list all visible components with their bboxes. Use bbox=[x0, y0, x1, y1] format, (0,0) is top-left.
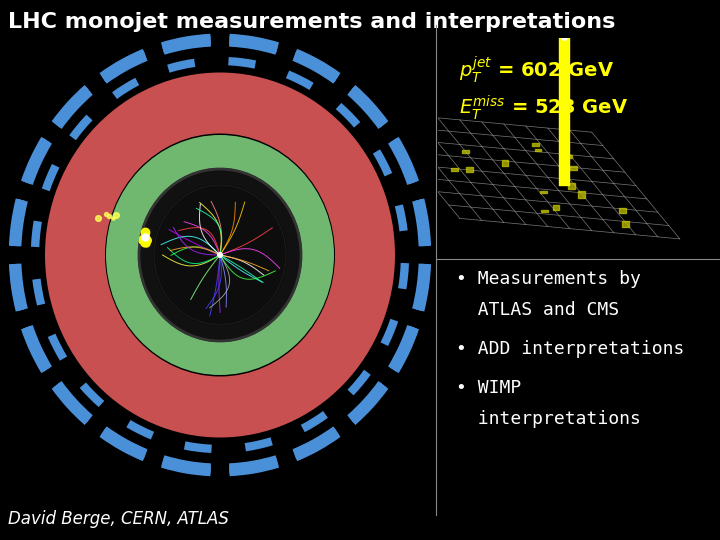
Point bbox=[103, 212, 114, 221]
Text: David Berge, CERN, ATLAS: David Berge, CERN, ATLAS bbox=[8, 510, 229, 528]
Ellipse shape bbox=[217, 252, 223, 258]
Text: $p_T^{jet}$ = 602 GeV: $p_T^{jet}$ = 602 GeV bbox=[459, 55, 614, 85]
Text: LHC monojet measurements and interpretations: LHC monojet measurements and interpretat… bbox=[8, 12, 616, 32]
Point bbox=[559, 33, 570, 42]
Point bbox=[135, 236, 146, 245]
Text: ATLAS and CMS: ATLAS and CMS bbox=[456, 301, 619, 319]
Point bbox=[93, 214, 104, 222]
Point bbox=[111, 211, 122, 220]
Point bbox=[142, 233, 153, 242]
Point bbox=[140, 230, 151, 239]
Ellipse shape bbox=[153, 184, 287, 326]
Ellipse shape bbox=[139, 169, 301, 341]
Point bbox=[136, 234, 148, 242]
Point bbox=[139, 233, 150, 241]
Text: $E_T^{miss}$ = 523 GeV: $E_T^{miss}$ = 523 GeV bbox=[459, 93, 629, 123]
Text: interpretations: interpretations bbox=[456, 410, 641, 428]
Point bbox=[138, 238, 150, 247]
Point bbox=[141, 235, 153, 244]
Text: • ADD interpretations: • ADD interpretations bbox=[456, 340, 684, 358]
Ellipse shape bbox=[105, 133, 335, 376]
Point bbox=[140, 238, 152, 247]
Ellipse shape bbox=[138, 168, 302, 342]
Ellipse shape bbox=[106, 135, 334, 375]
Ellipse shape bbox=[154, 185, 286, 325]
Text: • Measurements by: • Measurements by bbox=[456, 270, 641, 288]
Point bbox=[107, 214, 119, 222]
Ellipse shape bbox=[45, 72, 395, 437]
Point bbox=[100, 210, 112, 219]
Text: • WIMP: • WIMP bbox=[456, 379, 521, 397]
Point bbox=[140, 228, 151, 237]
